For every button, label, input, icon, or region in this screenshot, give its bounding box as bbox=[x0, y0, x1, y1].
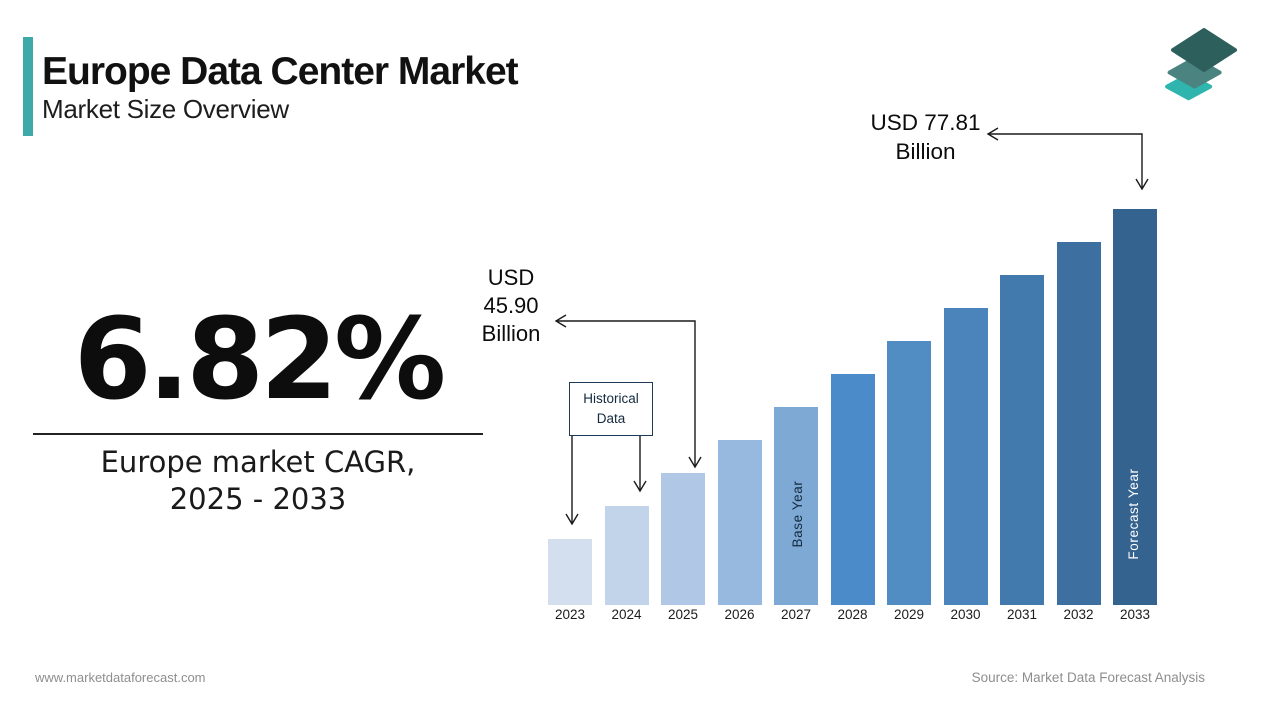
historical-data-box: Historical Data bbox=[569, 382, 653, 436]
bar-2029 bbox=[887, 341, 931, 605]
year-label-2024: 2024 bbox=[611, 607, 642, 622]
year-label-2026: 2026 bbox=[724, 607, 755, 622]
cagr-divider bbox=[33, 433, 483, 435]
company-logo-icon bbox=[1165, 28, 1237, 101]
bar-2026 bbox=[717, 440, 762, 605]
logo-layer-top bbox=[1171, 28, 1237, 72]
bar-2031 bbox=[1000, 275, 1044, 605]
bar-2033 bbox=[1113, 209, 1157, 605]
cagr-value: 6.82% bbox=[73, 295, 447, 425]
bar-2023 bbox=[548, 539, 592, 605]
year-label-2030: 2030 bbox=[950, 607, 981, 622]
annotation-usd-45-90-billion: USD 45.90 Billion bbox=[481, 265, 541, 346]
cagr-caption: Europe market CAGR, 2025 - 2033 bbox=[100, 445, 416, 516]
bar-2030 bbox=[943, 308, 988, 605]
bar-2024 bbox=[604, 506, 649, 605]
year-label-2025: 2025 bbox=[667, 607, 699, 622]
bar-2032 bbox=[1056, 242, 1101, 605]
title-accent-bar bbox=[23, 37, 33, 136]
annotation-usd-77-81-billion: USD 77.81 Billion bbox=[870, 110, 981, 164]
year-label-2032: 2032 bbox=[1063, 607, 1094, 622]
year-label-2029: 2029 bbox=[893, 607, 925, 622]
year-label-2033: 2033 bbox=[1119, 607, 1151, 622]
forecast-year-label: Forecast Year bbox=[1126, 468, 1141, 560]
year-label-2031: 2031 bbox=[1006, 607, 1038, 622]
source-text: Source: Market Data Forecast Analysis bbox=[971, 670, 1205, 685]
year-label-2023: 2023 bbox=[554, 607, 586, 622]
website-text: www.marketdataforecast.com bbox=[35, 670, 206, 685]
bar-2028 bbox=[830, 374, 875, 605]
page-title: Europe Data Center Market bbox=[42, 50, 519, 93]
base-year-label: Base Year bbox=[790, 480, 805, 548]
year-label-2028: 2028 bbox=[837, 607, 868, 622]
page-subtitle: Market Size Overview bbox=[42, 94, 289, 124]
bar-2025 bbox=[661, 473, 705, 605]
bar-2027 bbox=[774, 407, 818, 605]
year-label-2027: 2027 bbox=[780, 607, 812, 622]
